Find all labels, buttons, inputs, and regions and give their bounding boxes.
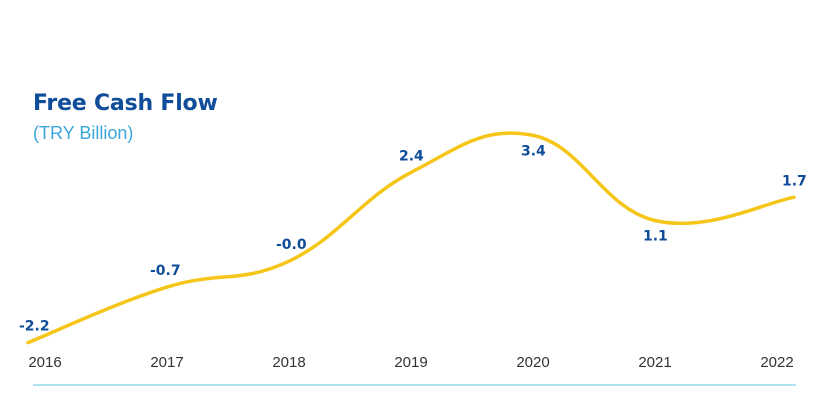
x-tick-label: 2016 xyxy=(28,354,61,371)
x-tick-label: 2018 xyxy=(272,354,305,371)
x-tick-label: 2021 xyxy=(638,354,671,371)
data-label: -0.0 xyxy=(276,237,307,253)
data-label: -2.2 xyxy=(19,319,50,335)
x-tick-label: 2017 xyxy=(150,354,183,371)
x-tick-label: 2020 xyxy=(516,354,549,371)
data-label: 1.1 xyxy=(643,229,668,245)
data-label: -0.7 xyxy=(150,263,181,279)
data-label: 1.7 xyxy=(782,173,807,189)
data-label: 3.4 xyxy=(521,143,546,159)
x-tick-label: 2019 xyxy=(394,354,427,371)
series-line xyxy=(26,131,796,345)
chart-subtitle: (TRY Billion) xyxy=(33,123,134,143)
data-label: 2.4 xyxy=(399,148,424,164)
x-tick-label: 2022 xyxy=(760,354,793,371)
chart-title: Free Cash Flow xyxy=(33,91,218,116)
